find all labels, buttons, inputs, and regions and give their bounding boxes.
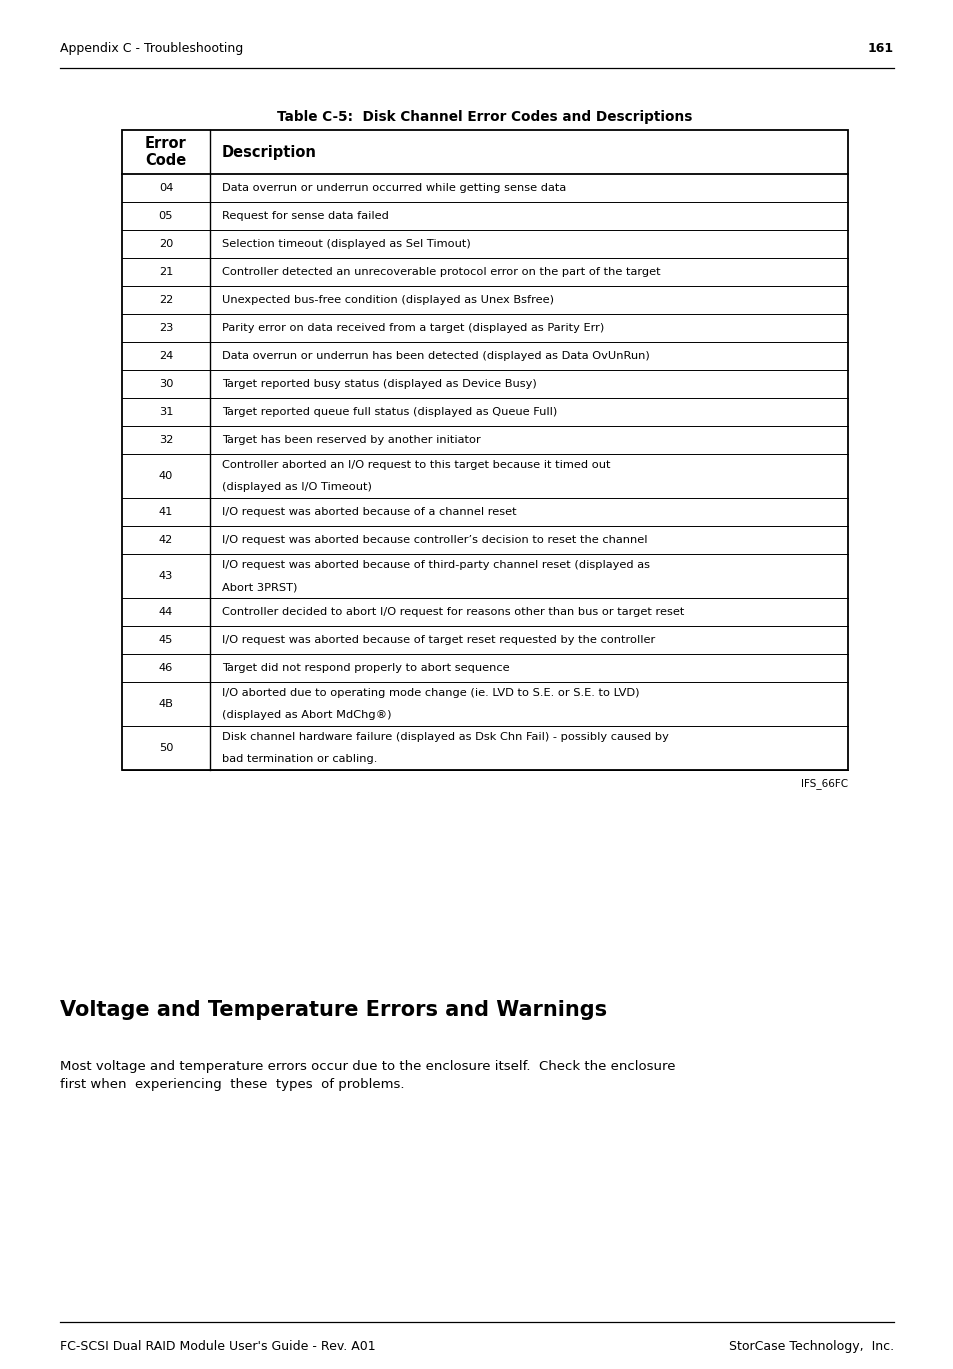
Text: 24: 24: [159, 350, 172, 361]
Text: FC-SCSI Dual RAID Module User's Guide - Rev. A01: FC-SCSI Dual RAID Module User's Guide - …: [60, 1340, 375, 1353]
Text: 30: 30: [158, 379, 173, 389]
Text: 31: 31: [158, 407, 173, 418]
Text: Error
Code: Error Code: [145, 136, 187, 168]
Text: Parity error on data received from a target (displayed as Parity Err): Parity error on data received from a tar…: [222, 323, 603, 333]
Text: 40: 40: [158, 471, 173, 481]
Text: I/O request was aborted because of target reset requested by the controller: I/O request was aborted because of targe…: [222, 635, 655, 645]
Text: Unexpected bus-free condition (displayed as Unex Bsfree): Unexpected bus-free condition (displayed…: [222, 294, 554, 305]
Text: Table C-5:  Disk Channel Error Codes and Descriptions: Table C-5: Disk Channel Error Codes and …: [277, 110, 692, 125]
Text: Description: Description: [222, 145, 316, 160]
Text: (displayed as I/O Timeout): (displayed as I/O Timeout): [222, 482, 372, 491]
Text: Controller aborted an I/O request to this target because it timed out: Controller aborted an I/O request to thi…: [222, 460, 610, 470]
Text: Disk channel hardware failure (displayed as Dsk Chn Fail) - possibly caused by: Disk channel hardware failure (displayed…: [222, 732, 668, 742]
Text: 46: 46: [159, 663, 172, 674]
Text: 41: 41: [158, 507, 173, 517]
Text: 44: 44: [159, 606, 172, 617]
Text: 21: 21: [158, 267, 173, 277]
Text: Selection timeout (displayed as Sel Timout): Selection timeout (displayed as Sel Timo…: [222, 240, 470, 249]
Text: I/O request was aborted because controller’s decision to reset the channel: I/O request was aborted because controll…: [222, 535, 647, 545]
Text: 43: 43: [158, 571, 173, 580]
Text: StorCase Technology,  Inc.: StorCase Technology, Inc.: [728, 1340, 893, 1353]
Text: I/O request was aborted because of third-party channel reset (displayed as: I/O request was aborted because of third…: [222, 560, 649, 570]
Text: 45: 45: [158, 635, 173, 645]
Text: bad termination or cabling.: bad termination or cabling.: [222, 754, 377, 764]
Text: Appendix C - Troubleshooting: Appendix C - Troubleshooting: [60, 42, 243, 55]
Bar: [122, 130, 847, 769]
Text: 42: 42: [159, 535, 172, 545]
Text: 161: 161: [867, 42, 893, 55]
Text: Request for sense data failed: Request for sense data failed: [222, 211, 389, 220]
Text: Target reported queue full status (displayed as Queue Full): Target reported queue full status (displ…: [222, 407, 557, 418]
Text: Data overrun or underrun has been detected (displayed as Data OvUnRun): Data overrun or underrun has been detect…: [222, 350, 649, 361]
Text: Target reported busy status (displayed as Device Busy): Target reported busy status (displayed a…: [222, 379, 537, 389]
Text: IFS_66FC: IFS_66FC: [800, 778, 847, 789]
Text: 4B: 4B: [158, 700, 173, 709]
Text: 20: 20: [158, 240, 173, 249]
Text: Controller detected an unrecoverable protocol error on the part of the target: Controller detected an unrecoverable pro…: [222, 267, 659, 277]
Text: Target did not respond properly to abort sequence: Target did not respond properly to abort…: [222, 663, 509, 674]
Text: 50: 50: [158, 743, 173, 753]
Text: first when  experiencing  these  types  of problems.: first when experiencing these types of p…: [60, 1077, 404, 1091]
Text: 22: 22: [159, 294, 172, 305]
Text: Data overrun or underrun occurred while getting sense data: Data overrun or underrun occurred while …: [222, 183, 566, 193]
Text: Most voltage and temperature errors occur due to the enclosure itself.  Check th: Most voltage and temperature errors occu…: [60, 1060, 675, 1073]
Text: I/O aborted due to operating mode change (ie. LVD to S.E. or S.E. to LVD): I/O aborted due to operating mode change…: [222, 689, 639, 698]
Text: (displayed as Abort MdChg®): (displayed as Abort MdChg®): [222, 711, 391, 720]
Text: I/O request was aborted because of a channel reset: I/O request was aborted because of a cha…: [222, 507, 517, 517]
Text: Target has been reserved by another initiator: Target has been reserved by another init…: [222, 435, 480, 445]
Text: 32: 32: [158, 435, 173, 445]
Text: Controller decided to abort I/O request for reasons other than bus or target res: Controller decided to abort I/O request …: [222, 606, 683, 617]
Text: 05: 05: [158, 211, 173, 220]
Text: 23: 23: [158, 323, 173, 333]
Text: Voltage and Temperature Errors and Warnings: Voltage and Temperature Errors and Warni…: [60, 999, 606, 1020]
Text: 04: 04: [158, 183, 173, 193]
Text: Abort 3PRST): Abort 3PRST): [222, 582, 297, 591]
